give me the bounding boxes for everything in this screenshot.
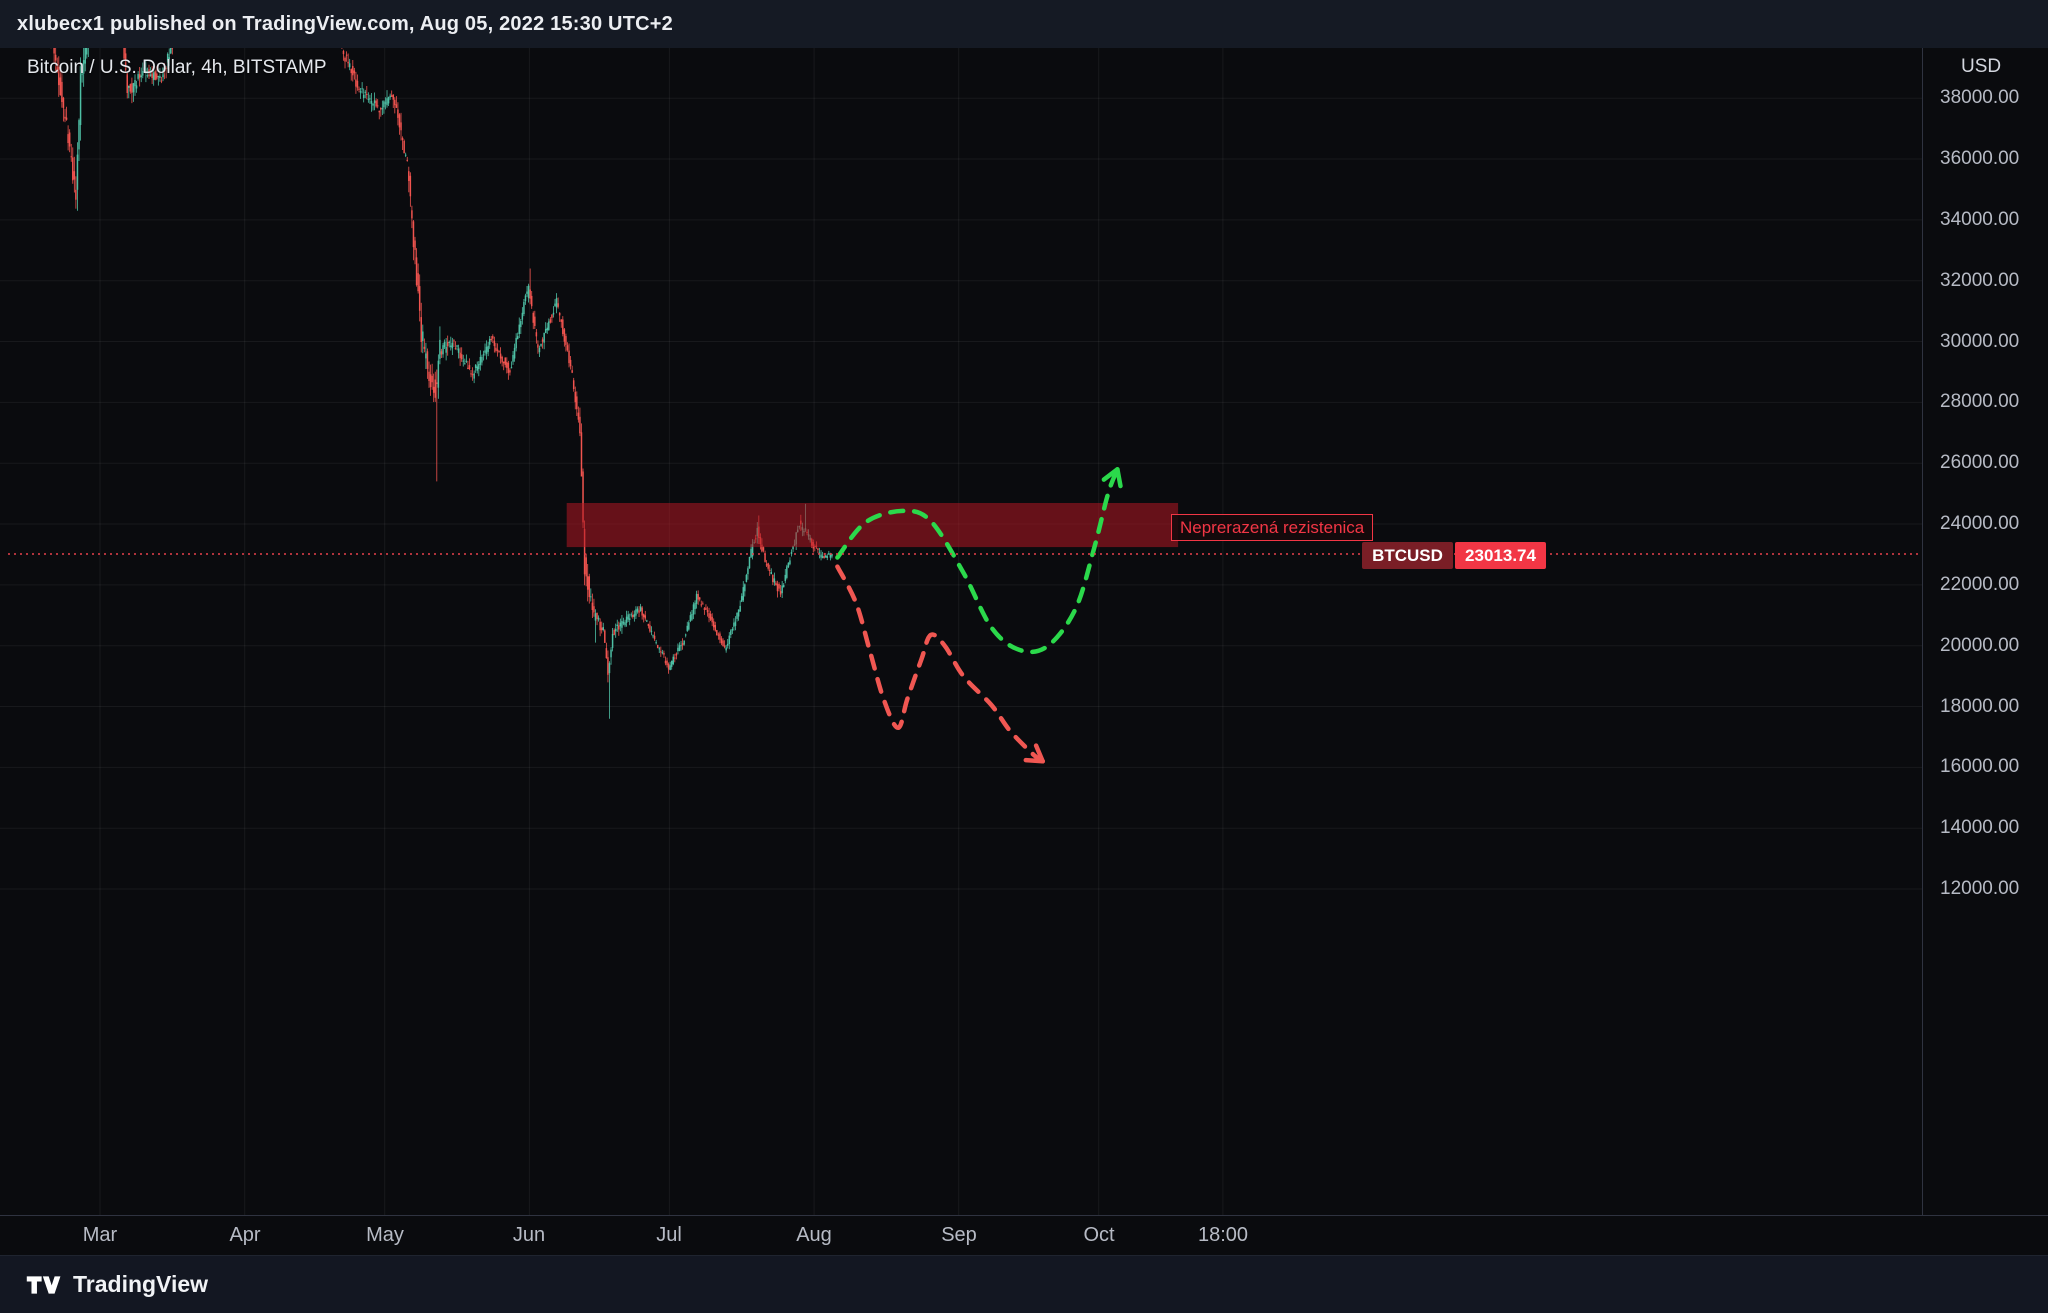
- price-tick-label: 20000.00: [1940, 635, 2020, 656]
- tradingview-logo-icon: [26, 1275, 61, 1294]
- grid-lines: [0, 48, 1922, 1215]
- tradingview-logo[interactable]: TradingView: [26, 1271, 208, 1298]
- price-tick-label: 12000.00: [1940, 878, 2020, 899]
- publish-text: xlubecx1 published on TradingView.com, A…: [17, 12, 673, 35]
- resistance-annotation-label[interactable]: Neprerazená rezistenica: [1171, 514, 1374, 541]
- price-tick-label: 18000.00: [1940, 696, 2020, 717]
- price-tick-label: 16000.00: [1940, 756, 2020, 777]
- publish-bar: xlubecx1 published on TradingView.com, A…: [0, 0, 2048, 48]
- price-tick-label: 38000.00: [1940, 87, 2020, 108]
- symbol-legend[interactable]: Bitcoin / U.S. Dollar, 4h, BITSTAMP: [27, 57, 327, 78]
- price-tick-label: 24000.00: [1940, 513, 2020, 534]
- price-tick-label: 22000.00: [1940, 574, 2020, 595]
- price-tick-label: 30000.00: [1940, 331, 2020, 352]
- resistance-zone-box[interactable]: [566, 503, 1179, 548]
- chart-canvas[interactable]: [0, 48, 1922, 1215]
- price-tick-label: 32000.00: [1940, 270, 2020, 291]
- price-label-group: BTCUSD 23013.74: [1362, 542, 1546, 569]
- time-tick-label: Jun: [512, 1224, 546, 1246]
- time-axis[interactable]: Mar Apr May Jun Jul Aug Sep Oct 18:00: [0, 1215, 2048, 1255]
- price-tick-label: 28000.00: [1940, 391, 2020, 412]
- price-axis[interactable]: USD 38000.00 36000.00 34000.00 32000.00 3000…: [1922, 48, 2048, 1255]
- bullish-scenario-projection[interactable]: [835, 467, 1123, 655]
- time-tick-label: 18:00: [1197, 1224, 1249, 1246]
- brand-label: TradingView: [73, 1271, 209, 1297]
- time-tick-label: Sep: [941, 1224, 977, 1246]
- symbol-badge: BTCUSD: [1362, 542, 1453, 569]
- price-tick-label: 36000.00: [1940, 148, 2020, 169]
- time-tick-label: Oct: [1083, 1224, 1115, 1246]
- price-tick-label: 14000.00: [1940, 817, 2020, 838]
- time-tick-label: Mar: [82, 1224, 118, 1246]
- time-tick-label: Apr: [229, 1224, 261, 1246]
- price-tick-label: 26000.00: [1940, 452, 2020, 473]
- footer-bar: TradingView: [0, 1255, 2048, 1313]
- candlestick-series[interactable]: [16, 48, 833, 719]
- currency-label: USD: [1961, 56, 2002, 77]
- price-tick-label: 34000.00: [1940, 209, 2020, 230]
- chart-area: Bitcoin / U.S. Dollar, 4h, BITSTAMP Nepr…: [0, 48, 2048, 1255]
- last-price-badge: 23013.74: [1455, 542, 1546, 569]
- time-tick-label: Aug: [796, 1224, 832, 1246]
- bearish-scenario-projection[interactable]: [835, 564, 1045, 764]
- time-tick-label: Jul: [656, 1224, 682, 1246]
- time-tick-label: May: [366, 1224, 404, 1246]
